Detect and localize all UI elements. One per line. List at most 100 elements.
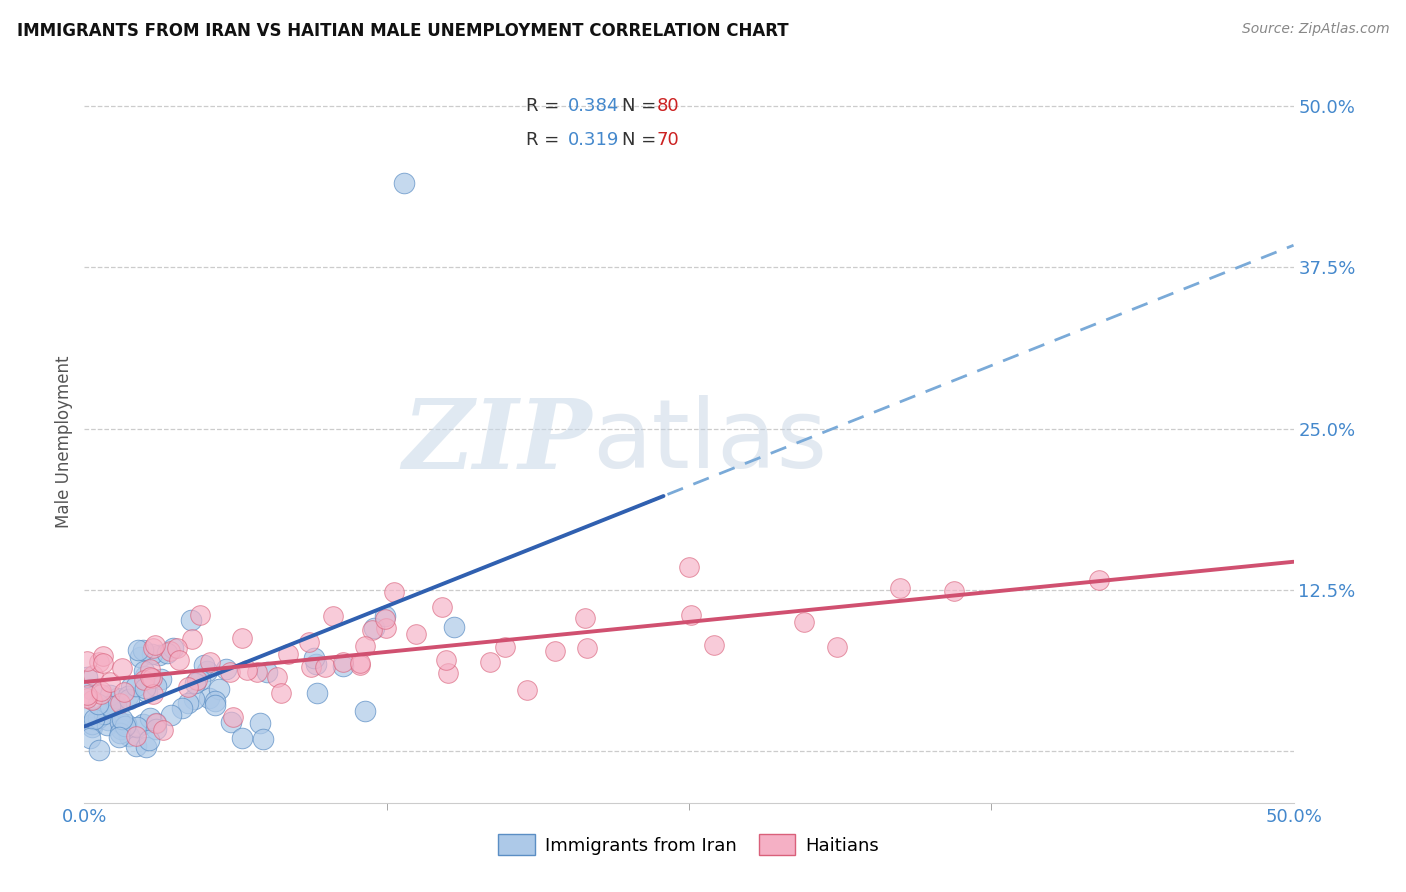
Point — [141, 671, 163, 685]
Point — [110, 722, 132, 736]
Point — [1088, 573, 1111, 587]
Point — [349, 658, 371, 673]
Point — [76, 654, 98, 668]
Point — [108, 726, 131, 740]
Point — [382, 584, 405, 599]
Point — [136, 685, 159, 699]
Text: 70: 70 — [657, 130, 679, 149]
Point — [180, 613, 202, 627]
Point — [145, 716, 167, 731]
Point — [97, 713, 120, 727]
Point — [160, 707, 183, 722]
Point — [793, 615, 815, 629]
Point — [177, 697, 200, 711]
Point — [360, 624, 382, 638]
Point — [478, 655, 501, 669]
Point — [76, 689, 98, 703]
Point — [363, 621, 385, 635]
Point — [321, 608, 343, 623]
Point — [252, 732, 274, 747]
Point — [124, 729, 146, 743]
Point — [114, 719, 136, 733]
Text: N =: N = — [623, 130, 657, 149]
Point — [679, 608, 702, 623]
Point — [87, 697, 110, 711]
Point — [104, 694, 127, 708]
Point — [132, 664, 155, 678]
Point — [943, 584, 966, 599]
Text: N =: N = — [623, 96, 657, 114]
Point — [245, 665, 267, 680]
Point — [87, 743, 110, 757]
Text: 80: 80 — [657, 96, 679, 114]
Text: 0.319: 0.319 — [568, 130, 620, 149]
Point — [204, 698, 226, 712]
Point — [349, 657, 371, 671]
Point — [198, 655, 221, 669]
Point — [301, 659, 323, 673]
Point — [188, 607, 211, 622]
Point — [516, 683, 538, 698]
Point — [219, 714, 242, 729]
Point — [96, 717, 118, 731]
Point — [575, 640, 598, 655]
Point — [231, 631, 253, 645]
Point — [76, 707, 98, 722]
Point — [204, 694, 226, 708]
Point — [91, 657, 114, 671]
Point — [494, 640, 516, 654]
Point — [443, 620, 465, 634]
Point — [231, 731, 253, 746]
Text: R =: R = — [526, 130, 560, 149]
Text: 0.384: 0.384 — [568, 96, 620, 114]
Point — [148, 648, 170, 662]
Point — [80, 681, 103, 696]
Point — [193, 658, 215, 673]
Point — [305, 686, 328, 700]
Point — [108, 714, 131, 729]
Point — [314, 660, 336, 674]
Point — [183, 691, 205, 706]
Y-axis label: Male Unemployment: Male Unemployment — [55, 355, 73, 528]
Point — [135, 740, 157, 755]
Text: atlas: atlas — [592, 395, 827, 488]
Point — [256, 665, 278, 680]
Point — [143, 638, 166, 652]
Point — [353, 639, 375, 653]
Point — [142, 640, 165, 655]
Point — [98, 674, 121, 689]
Point — [105, 690, 128, 705]
Point — [131, 717, 153, 731]
Point — [298, 634, 321, 648]
Point — [134, 681, 156, 696]
Point — [93, 706, 115, 721]
Point — [79, 731, 101, 745]
Point — [392, 177, 415, 191]
Point — [176, 680, 198, 694]
Point — [574, 611, 596, 625]
Point — [111, 712, 134, 726]
Point — [207, 681, 229, 696]
Point — [138, 732, 160, 747]
Text: IMMIGRANTS FROM IRAN VS HAITIAN MALE UNEMPLOYMENT CORRELATION CHART: IMMIGRANTS FROM IRAN VS HAITIAN MALE UNE… — [17, 22, 789, 40]
Point — [180, 632, 202, 646]
Point — [162, 641, 184, 656]
Point — [111, 661, 134, 675]
Point — [703, 638, 725, 652]
Text: ZIP: ZIP — [402, 394, 592, 489]
Point — [167, 653, 190, 667]
Point — [332, 655, 354, 669]
Point — [432, 600, 454, 615]
Point — [678, 560, 700, 574]
Point — [374, 608, 396, 623]
Point — [150, 672, 173, 686]
Point — [544, 643, 567, 657]
Point — [127, 720, 149, 734]
Point — [141, 648, 163, 662]
Point — [115, 716, 138, 731]
Text: Source: ZipAtlas.com: Source: ZipAtlas.com — [1241, 22, 1389, 37]
Point — [889, 582, 911, 596]
Point — [108, 730, 131, 744]
Point — [219, 665, 242, 679]
Point — [82, 667, 104, 681]
